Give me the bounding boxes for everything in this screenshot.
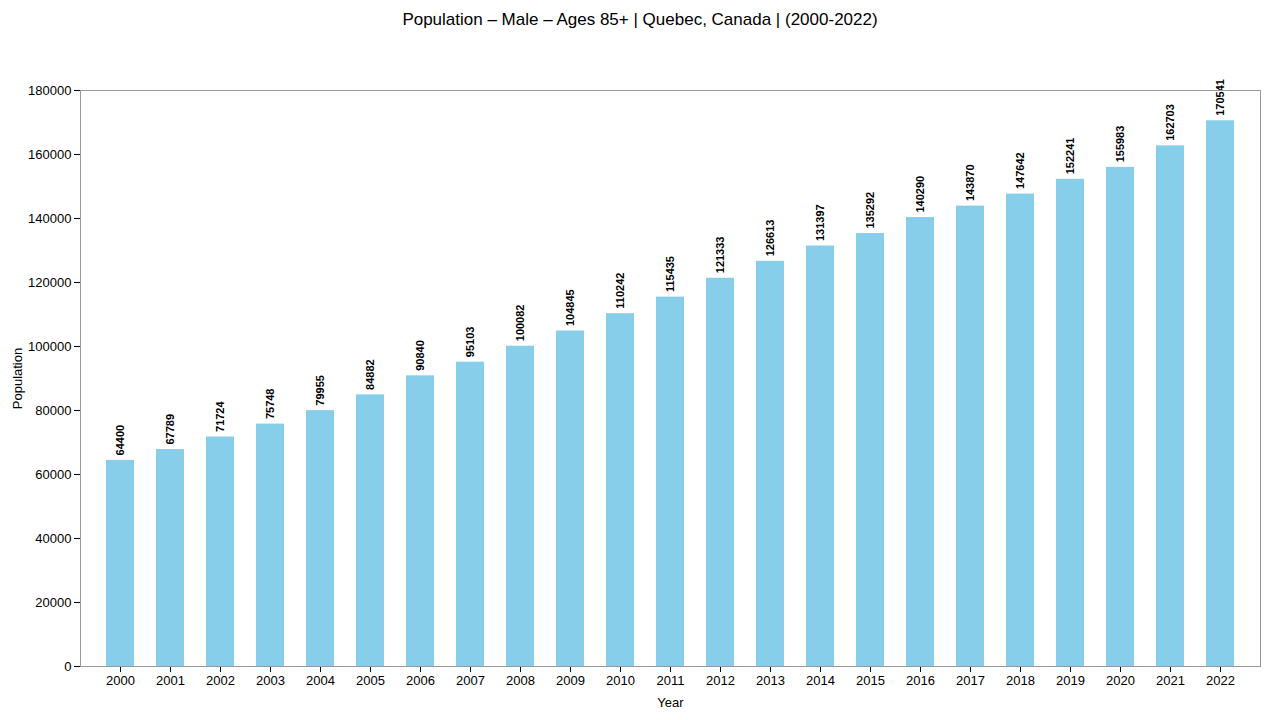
svg-text:2000: 2000 <box>106 673 135 688</box>
svg-text:2020: 2020 <box>1106 673 1135 688</box>
svg-text:2011: 2011 <box>657 673 685 688</box>
svg-text:143870: 143870 <box>964 164 976 201</box>
svg-text:2021: 2021 <box>1156 673 1185 688</box>
svg-text:100082: 100082 <box>514 305 526 342</box>
svg-text:104845: 104845 <box>564 289 576 326</box>
svg-text:2013: 2013 <box>756 673 785 688</box>
svg-text:2014: 2014 <box>806 673 835 688</box>
svg-text:100000: 100000 <box>28 339 71 354</box>
svg-text:2015: 2015 <box>856 673 885 688</box>
svg-text:2017: 2017 <box>956 673 985 688</box>
svg-text:84882: 84882 <box>364 359 376 390</box>
svg-text:2018: 2018 <box>1006 673 1035 688</box>
html-text:Population – Male – Ages 85+ |: Population – Male – Ages 85+ | Quebec, C… <box>402 10 878 29</box>
svg-text:60000: 60000 <box>35 467 71 482</box>
svg-text:160000: 160000 <box>28 147 71 162</box>
svg-text:155983: 155983 <box>1114 126 1126 163</box>
svg-text:162703: 162703 <box>1164 104 1176 141</box>
svg-text:2008: 2008 <box>506 673 535 688</box>
svg-text:2010: 2010 <box>606 673 635 688</box>
svg-text:40000: 40000 <box>35 531 71 546</box>
svg-text:135292: 135292 <box>864 192 876 229</box>
svg-text:115435: 115435 <box>664 256 676 292</box>
svg-text:71724: 71724 <box>214 401 226 432</box>
svg-text:120000: 120000 <box>28 275 71 290</box>
svg-text:90840: 90840 <box>414 340 426 371</box>
svg-text:75748: 75748 <box>264 389 276 420</box>
svg-text:121333: 121333 <box>714 237 726 274</box>
svg-text:180000: 180000 <box>28 83 71 98</box>
svg-text:2007: 2007 <box>456 673 485 688</box>
svg-text:2016: 2016 <box>906 673 935 688</box>
svg-text:2009: 2009 <box>556 673 585 688</box>
svg-text:2006: 2006 <box>406 673 435 688</box>
svg-text:140000: 140000 <box>28 211 71 226</box>
svg-text:2003: 2003 <box>256 673 285 688</box>
svg-text:80000: 80000 <box>35 403 71 418</box>
svg-text:2012: 2012 <box>706 673 735 688</box>
svg-text:131397: 131397 <box>814 204 826 241</box>
svg-text:152241: 152241 <box>1064 138 1076 175</box>
svg-text:0: 0 <box>64 659 71 674</box>
svg-text:126613: 126613 <box>764 220 776 257</box>
svg-text:20000: 20000 <box>35 595 71 610</box>
svg-text:95103: 95103 <box>464 327 476 358</box>
svg-text:2001: 2001 <box>156 673 185 688</box>
svg-text:79955: 79955 <box>314 375 326 406</box>
svg-text:110242: 110242 <box>614 273 626 309</box>
svg-text:Year: Year <box>657 695 684 710</box>
svg-text:170541: 170541 <box>1214 79 1226 116</box>
svg-text:140290: 140290 <box>914 176 926 213</box>
svg-text:2005: 2005 <box>356 673 385 688</box>
svg-text:2022: 2022 <box>1206 673 1235 688</box>
svg-text:2002: 2002 <box>206 673 235 688</box>
svg-text:2019: 2019 <box>1056 673 1085 688</box>
svg-text:2004: 2004 <box>306 673 335 688</box>
svg-text:147642: 147642 <box>1014 152 1026 189</box>
svg-text:64400: 64400 <box>114 425 126 456</box>
svg-text:Population: Population <box>10 348 25 409</box>
svg-text:67789: 67789 <box>164 414 176 445</box>
